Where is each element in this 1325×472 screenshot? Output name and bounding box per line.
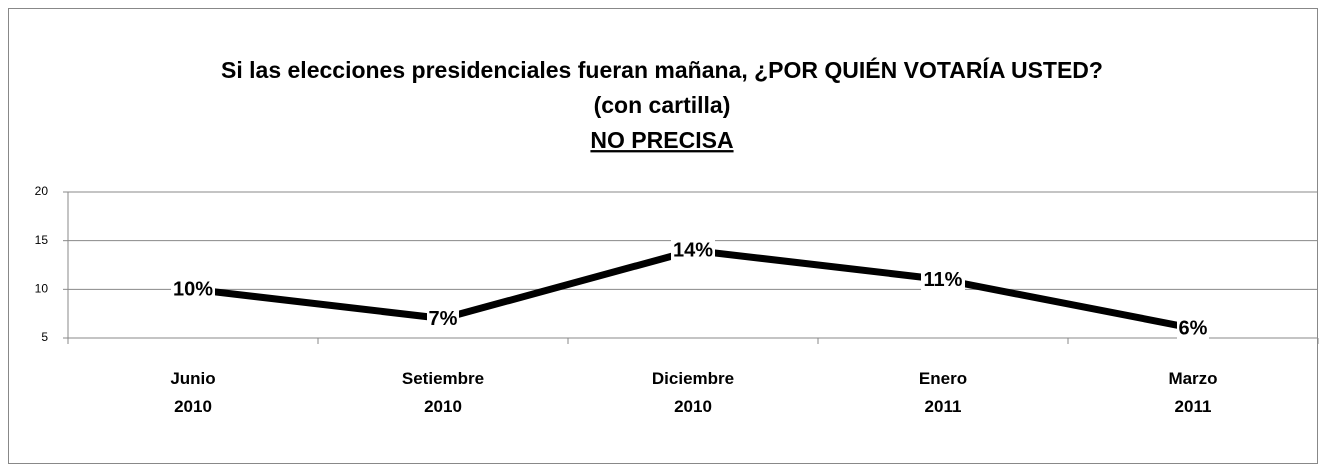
y-tick-label: 15: [35, 233, 49, 247]
x-tick-label: Enero 2011: [919, 369, 967, 416]
y-tick-label: 5: [41, 330, 48, 344]
value-label-bg: [921, 266, 965, 293]
y-tick-label: 10: [35, 282, 49, 296]
value-label-bg: [671, 237, 715, 264]
value-label: 10%: [173, 279, 213, 301]
x-tick-label: Setiembre 2010: [402, 369, 484, 416]
value-label-bg: [427, 305, 459, 332]
y-tick-label: 20: [35, 184, 49, 198]
x-tick-label: Junio 2010: [170, 369, 215, 416]
value-label: 11%: [924, 269, 963, 291]
chart-subtitle: NO PRECISA: [590, 127, 733, 153]
value-label: 7%: [429, 308, 458, 330]
chart-title: Si las elecciones presidenciales fueran …: [221, 56, 1103, 83]
x-tick-label: Marzo 2011: [1168, 369, 1217, 416]
value-label: 6%: [1179, 318, 1208, 340]
chart-subtitle: (con cartilla): [594, 92, 731, 118]
value-label-bg: [171, 276, 215, 303]
frame: [8, 8, 1318, 464]
value-label: 14%: [673, 240, 713, 262]
x-tick-label: Diciembre 2010: [652, 369, 734, 416]
value-label-bg: [1177, 315, 1209, 342]
